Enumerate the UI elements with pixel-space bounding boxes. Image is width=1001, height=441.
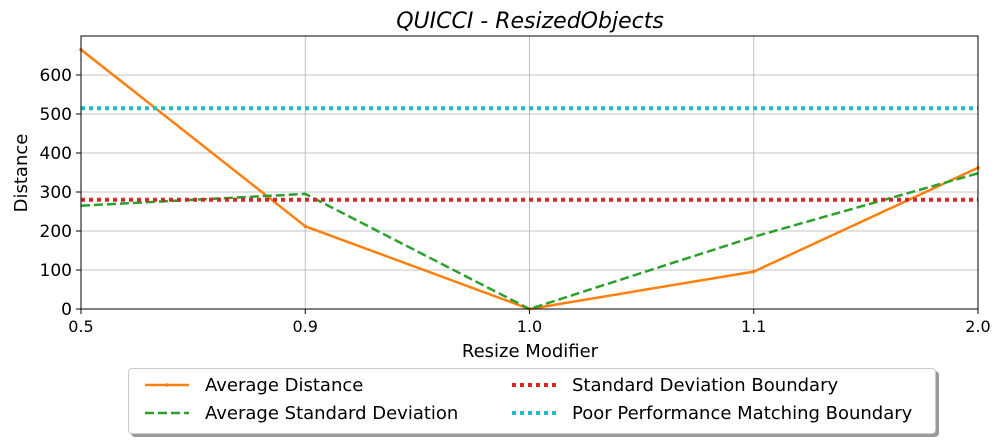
legend-item-average-distance: Average Distance — [145, 372, 363, 398]
legend-item-average-std-dev: Average Standard Deviation — [145, 400, 458, 426]
x-tick-label: 1.0 — [517, 317, 542, 336]
legend-label-average-std-dev: Average Standard Deviation — [205, 402, 459, 424]
legend-swatch-average-std-dev — [145, 411, 189, 415]
y-tick-label: 500 — [40, 105, 72, 125]
x-tick-label: 1.1 — [741, 317, 766, 336]
y-tick-label: 200 — [40, 222, 72, 242]
y-tick-label: 100 — [40, 261, 72, 281]
legend-label-std-dev-boundary: Standard Deviation Boundary — [572, 374, 839, 396]
chart-title: QUICCI - ResizedObjects — [396, 9, 664, 34]
y-tick-label: 300 — [40, 183, 72, 203]
grid-lines — [80, 36, 979, 310]
y-tick-label: 600 — [40, 66, 72, 86]
legend-swatch-std-dev-boundary — [512, 383, 556, 387]
y-ticks: 0 100 200 300 400 500 600 — [40, 66, 81, 320]
legend-item-std-dev-boundary: Standard Deviation Boundary — [512, 372, 838, 398]
x-tick-label: 0.9 — [293, 317, 318, 336]
data-point-average-distance — [303, 224, 308, 229]
legend-label-average-distance: Average Distance — [205, 374, 364, 396]
legend-item-poor-performance-boundary: Poor Performance Matching Boundary — [512, 400, 912, 426]
y-tick-label: 400 — [40, 144, 72, 164]
plot-frame — [80, 35, 979, 310]
legend: Average Distance Average Standard Deviat… — [128, 368, 936, 434]
x-axis-label: Resize Modifier — [462, 341, 599, 362]
x-tick-label: 0.5 — [68, 317, 93, 336]
legend-swatch-poor-performance-boundary — [512, 411, 556, 415]
x-tick-label: 2.0 — [965, 317, 990, 336]
y-tick-label: 0 — [61, 300, 72, 320]
legend-label-poor-performance-boundary: Poor Performance Matching Boundary — [572, 402, 913, 424]
y-axis-label: Distance — [11, 134, 32, 213]
x-ticks: 0.5 0.9 1.0 1.1 2.0 — [68, 309, 991, 336]
data-point-average-distance — [751, 269, 756, 274]
legend-swatch-average-distance — [145, 383, 189, 387]
